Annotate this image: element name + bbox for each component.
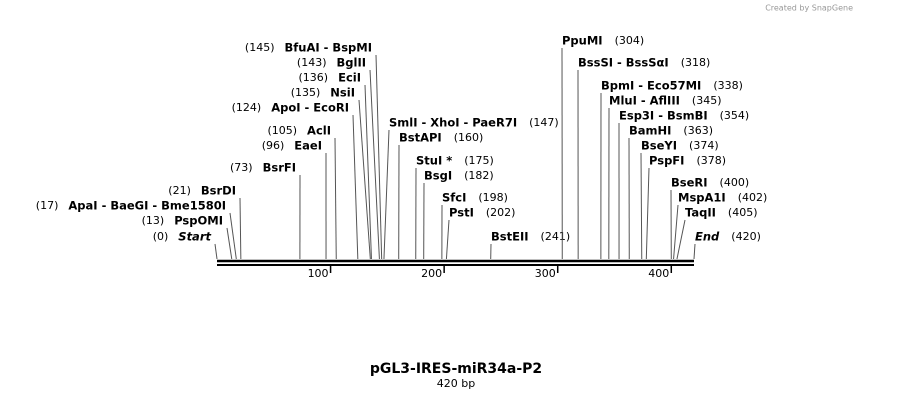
site-line — [383, 129, 390, 260]
enzyme-name: BsgI — [424, 169, 452, 183]
enzyme-name: EciI — [338, 71, 361, 85]
site-position: (21) — [168, 184, 191, 197]
tick-label: 100 — [308, 267, 329, 280]
enzyme-name: BfuAI - BspMI — [285, 41, 372, 55]
site-position: (400) — [720, 176, 750, 189]
site-position: (198) — [478, 191, 508, 204]
enzyme-name: Start — [178, 230, 211, 244]
site-line — [645, 167, 650, 260]
enzyme-name: MluI - AflIII — [609, 94, 680, 108]
site-position: (374) — [689, 139, 719, 152]
enzyme-name: StuI * — [416, 154, 452, 168]
enzyme-name: BstEII — [491, 230, 529, 244]
enzyme-name: BpmI - Eco57MI — [601, 79, 701, 93]
tick-label: 400 — [648, 267, 669, 280]
site-line — [358, 99, 371, 260]
site-position: (143) — [297, 56, 327, 69]
enzyme-name: BstAPI — [399, 131, 442, 145]
enzyme-name: PspOMI — [174, 214, 223, 228]
enzyme-name: ApaI - BaeGI - Bme1580I — [68, 199, 226, 213]
site-position: (241) — [541, 230, 571, 243]
site-line — [375, 54, 383, 260]
site-position: (145) — [245, 41, 275, 54]
site-line — [693, 243, 696, 260]
enzyme-name: BsrDI — [201, 184, 236, 198]
site-position: (405) — [728, 206, 758, 219]
enzyme-name: PspFI — [649, 154, 684, 168]
site-position: (13) — [142, 214, 165, 227]
enzyme-name: BseYI — [641, 139, 677, 153]
site-line — [673, 204, 679, 260]
site-line — [364, 84, 372, 260]
site-position: (402) — [738, 191, 768, 204]
site-position: (135) — [291, 86, 321, 99]
site-position: (0) — [153, 230, 169, 243]
site-line — [352, 114, 359, 260]
site-position: (17) — [36, 199, 59, 212]
enzyme-name: MspA1I — [678, 191, 726, 205]
site-line — [676, 219, 686, 260]
site-line — [226, 227, 233, 260]
site-position: (175) — [464, 154, 494, 167]
enzyme-name: EaeI — [294, 139, 322, 153]
tick-label: 300 — [535, 267, 556, 280]
enzyme-name: SfcI — [442, 191, 466, 205]
enzyme-name: End — [695, 230, 720, 244]
site-position: (345) — [692, 94, 722, 107]
credit: Created by SnapGene — [765, 4, 853, 13]
enzyme-name: AclI — [307, 124, 331, 138]
site-position: (363) — [683, 124, 713, 137]
site-position: (420) — [731, 230, 761, 243]
site-position: (96) — [262, 139, 285, 152]
enzyme-name: SmlI - XhoI - PaeR7I — [389, 116, 517, 130]
enzyme-name: BsrFI — [263, 161, 296, 175]
site-line — [214, 243, 218, 260]
site-position: (202) — [486, 206, 516, 219]
subtitle: 420 bp — [437, 377, 475, 390]
site-line — [445, 219, 450, 260]
site-position: (318) — [681, 56, 711, 69]
site-position: (124) — [232, 101, 262, 114]
enzyme-name: BssSI - BssSαI — [578, 56, 669, 70]
site-position: (136) — [299, 71, 329, 84]
site-line — [239, 197, 242, 260]
enzyme-name: Esp3I - BsmBI — [619, 109, 708, 123]
site-position: (160) — [454, 131, 484, 144]
enzyme-name: NsiI — [330, 86, 355, 100]
site-line — [369, 69, 380, 260]
site-position: (182) — [464, 169, 494, 182]
enzyme-name: BamHI — [629, 124, 671, 138]
site-line — [640, 152, 643, 260]
tick-label: 200 — [421, 267, 442, 280]
site-position: (354) — [720, 109, 750, 122]
site-position: (378) — [696, 154, 726, 167]
enzyme-name: ApoI - EcoRI — [271, 101, 349, 115]
site-position: (105) — [267, 124, 297, 137]
enzyme-name: PpuMI — [562, 34, 603, 48]
enzyme-name: BglII — [337, 56, 367, 70]
site-position: (338) — [713, 79, 743, 92]
site-position: (304) — [615, 34, 645, 47]
site-position: (73) — [230, 161, 253, 174]
enzyme-name: TaqII — [685, 206, 716, 220]
enzyme-name: PstI — [449, 206, 474, 220]
enzyme-name: BseRI — [671, 176, 708, 190]
title: pGL3-IRES-miR34a-P2 — [370, 361, 542, 377]
site-line — [334, 137, 337, 260]
site-line — [229, 212, 237, 260]
site-position: (147) — [529, 116, 559, 129]
